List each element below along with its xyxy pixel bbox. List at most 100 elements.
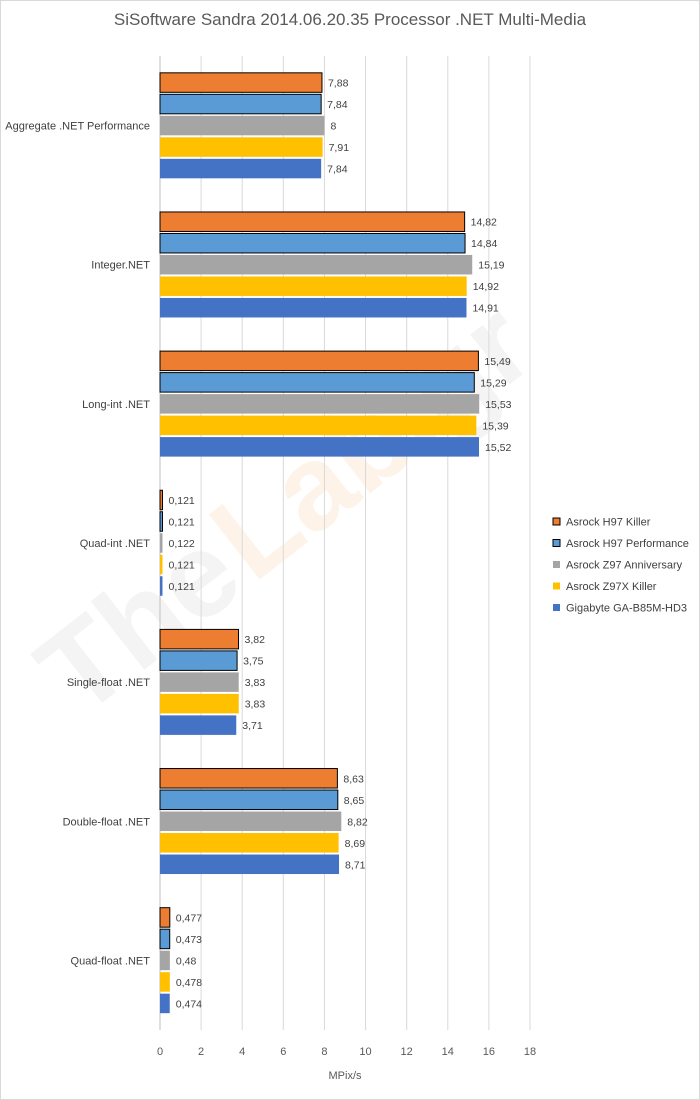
bar (160, 693, 239, 714)
bar (160, 554, 163, 575)
data-label: 7,88 (328, 78, 349, 90)
data-label: 8,71 (345, 859, 366, 871)
data-label: 14,82 (471, 217, 497, 229)
data-label: 0,121 (168, 495, 194, 507)
legend-swatch (552, 539, 561, 547)
bar (160, 950, 170, 971)
x-tick-label: 12 (401, 1046, 413, 1058)
category-label: Aggregate .NET Performance (5, 121, 150, 133)
bar (159, 907, 171, 928)
bar (159, 211, 466, 232)
legend-swatch (553, 604, 560, 611)
bar (160, 715, 237, 735)
data-label: 0,48 (176, 955, 197, 967)
x-tick-label: 4 (239, 1046, 245, 1058)
bar (160, 533, 163, 553)
x-tick-label: 0 (157, 1046, 163, 1058)
data-label: 8,65 (344, 795, 365, 807)
bar (160, 137, 323, 157)
x-tick-label: 10 (359, 1046, 371, 1058)
bar (160, 833, 339, 853)
data-label: 15,49 (484, 356, 510, 368)
data-label: 8 (330, 121, 336, 133)
category-label: Double-float .NET (63, 816, 151, 828)
x-axis-title: MPix/s (329, 1070, 363, 1082)
x-tick-label: 6 (280, 1046, 286, 1058)
legend: Asrock H97 Killer Asrock H97 Performance A… (552, 517, 689, 615)
legend-label: Asrock H97 Killer (566, 517, 651, 529)
bar (160, 854, 340, 875)
data-label: 8,63 (343, 773, 364, 785)
bar (159, 928, 171, 950)
data-label: 15,53 (485, 399, 511, 411)
category-label: Long-int .NET (82, 399, 150, 411)
bar (159, 93, 322, 115)
x-axis-ticks: 0 2 4 6 8 10 12 14 16 18 (157, 1046, 536, 1058)
x-tick-label: 8 (321, 1046, 327, 1058)
data-label: 0,122 (169, 538, 195, 550)
bar (160, 993, 170, 1014)
bar (160, 437, 480, 457)
data-label: 0,121 (168, 581, 194, 593)
bar (159, 72, 323, 93)
bars (159, 72, 480, 1014)
category-label: Quad-float .NET (71, 955, 151, 967)
x-tick-label: 16 (483, 1046, 495, 1058)
x-tick-label: 2 (198, 1046, 204, 1058)
data-label: 3,71 (242, 720, 263, 732)
bar (159, 768, 338, 789)
data-label: 0,477 (176, 912, 202, 924)
data-label: 3,75 (243, 656, 264, 668)
legend-label: Gigabyte GA-B85M-HD3 (566, 603, 687, 615)
bar (160, 254, 473, 275)
bar (159, 489, 163, 511)
data-label: 3,83 (245, 677, 266, 689)
data-label: 0,121 (168, 560, 194, 572)
watermark: The Lab .gr (14, 276, 556, 741)
data-label: 0,478 (176, 977, 202, 989)
legend-swatch (552, 517, 561, 526)
category-label: Quad-int .NET (80, 538, 151, 550)
bar (159, 372, 475, 393)
data-label: 7,91 (329, 142, 350, 154)
chart-title: SiSoftware Sandra 2014.06.20.35 Processo… (113, 10, 587, 29)
category-labels: Aggregate .NET Performance Integer.NET Lon… (5, 121, 150, 968)
bar (160, 394, 480, 414)
legend-label: Asrock Z97 Anniversary (566, 560, 683, 572)
bar (160, 158, 322, 179)
bar (159, 789, 339, 811)
bar (160, 972, 170, 992)
data-label: 3,83 (245, 699, 266, 711)
data-label: 0,474 (176, 998, 202, 1010)
bar (159, 511, 163, 532)
data-labels: 7,88 7,84 8 7,91 7,84 14,82 14,84 15,19 14,92 14,… (168, 78, 511, 1011)
data-label: 14,92 (473, 281, 499, 293)
bar (160, 672, 239, 692)
data-label: 15,29 (480, 377, 506, 389)
data-label: 0,473 (176, 934, 202, 946)
legend-swatch (553, 582, 560, 590)
category-label: Single-float .NET (67, 677, 150, 689)
data-label: 8,69 (345, 838, 366, 850)
data-label: 14,84 (471, 238, 497, 250)
data-label: 14,91 (472, 303, 498, 315)
data-label: 15,39 (482, 420, 508, 432)
bar (159, 232, 466, 254)
data-label: 3,82 (245, 634, 266, 646)
legend-swatch (553, 561, 560, 568)
legend-label: Asrock Z97X Killer (566, 581, 657, 593)
data-label: 0,121 (168, 517, 194, 529)
bar (159, 650, 238, 671)
data-label: 7,84 (327, 164, 348, 176)
data-label: 15,19 (478, 260, 504, 272)
bar (160, 297, 467, 318)
bar (160, 415, 477, 436)
bar (160, 576, 163, 596)
data-label: 7,84 (327, 99, 348, 111)
bar (159, 350, 479, 372)
data-label: 15,52 (485, 442, 511, 454)
legend-label: Asrock H97 Performance (566, 538, 689, 550)
x-tick-label: 18 (524, 1046, 536, 1058)
